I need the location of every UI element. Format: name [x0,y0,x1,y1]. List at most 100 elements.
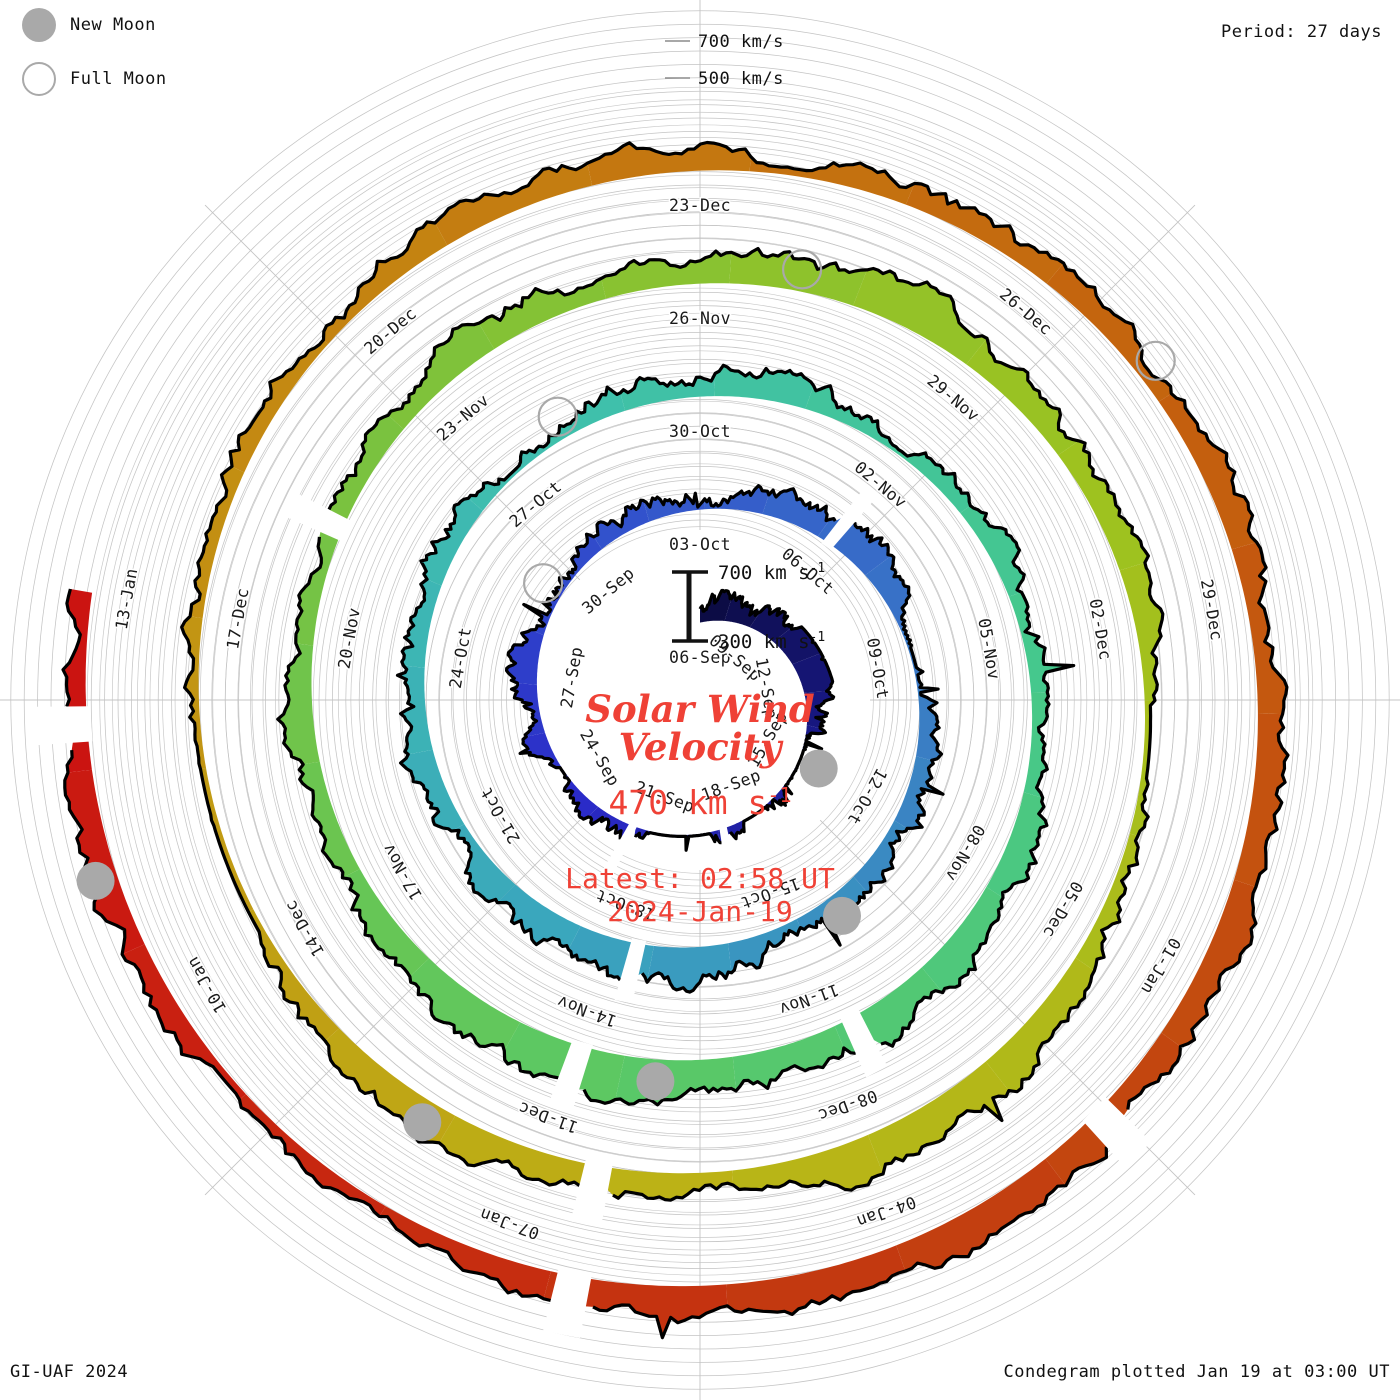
velocity-band-segment [506,629,544,685]
radial-spoke [204,819,581,1196]
velocity-band-segment [420,498,483,586]
velocity-band-segment [1161,879,1256,1047]
velocity-band-segment [1119,562,1163,701]
velocity-band-segment [601,251,732,299]
velocity-band-segment [451,824,516,903]
velocity-band-segment [865,555,910,628]
velocity-band-segment [890,445,971,513]
velocity-band-segment [960,505,1025,597]
velocity-band-segment [400,749,465,831]
velocity-band-segment [732,1134,884,1191]
current-velocity-value: 470 km s-1 [440,783,960,822]
full-moon-marker [1135,340,1176,381]
velocity-band-segment [1075,833,1139,971]
data-gap [821,492,873,550]
velocity-band-segment [1234,713,1288,887]
new-moon-marker [636,1062,675,1101]
velocity-band-segment [64,769,145,955]
velocity-band-segment [1046,263,1172,402]
velocity-band-segment [478,278,606,350]
ring-label-500: 500 km/s [698,69,784,89]
center-annotation: Solar Wind Velocity 470 km s-1 Latest: 0… [440,690,960,928]
new-moon-icon [22,8,56,42]
velocity-band-segment [1058,440,1149,571]
new-moon-marker [403,1103,442,1142]
velocity-band-segment [497,884,581,950]
date-label: 03-Oct [669,535,731,554]
date-label: 24-Oct [446,626,475,690]
new-moon-label: New Moon [70,15,156,35]
date-label: 11-Nov [777,980,842,1019]
ring-label-700: 700 km/s [698,32,784,52]
date-label: 17-Nov [379,840,426,903]
legend-new-moon: New Moon [22,8,156,42]
velocity-band-segment [647,943,732,993]
velocity-band-segment [1009,592,1074,693]
date-label: 14-Dec [281,897,328,960]
velocity-band-segment [543,387,625,451]
velocity-band-segment [966,338,1079,456]
velocity-band-segment [762,488,830,537]
velocity-band-segment [511,683,545,737]
date-label: 23-Dec [669,196,731,215]
velocity-band-segment [181,616,207,770]
velocity-band-segment [921,886,1003,993]
date-label: 01-Jan [1137,934,1184,997]
velocity-band-segment [321,415,404,532]
date-label: 30-Oct [669,422,731,441]
ring-label-layer: 700 km/s 500 km/s [665,32,784,89]
velocity-band-segment [728,919,801,973]
data-gap [570,1159,613,1227]
plotted-timestamp: Condegram plotted Jan 19 at 03:00 UT [1003,1362,1390,1382]
velocity-band-segment [388,323,495,430]
date-label: 06-Sep [669,648,731,667]
velocity-band-segment [342,869,429,977]
data-gap [614,938,647,1004]
velocity-band-segment [588,806,637,840]
latest-date: 2024-Jan-19 [607,894,793,928]
data-band-layer [26,140,1290,1340]
full-moon-marker [522,563,564,604]
moon-marker-layer [76,249,1176,1142]
full-moon-marker [781,249,823,290]
velocity-band-segment [190,466,245,619]
period-label: Period: 27 days [1220,22,1382,42]
date-label: 08-Dec [815,1086,880,1125]
velocity-band-segment [1231,542,1287,715]
velocity-band-segment [559,534,602,589]
velocity-band-segment [615,1055,736,1105]
velocity-band-segment [700,590,732,623]
velocity-band-segment [401,579,442,668]
full-moon-icon [22,62,56,96]
full-moon-label: Full Moon [70,69,167,89]
velocity-band-segment [620,373,716,411]
velocity-band-segment [853,820,908,893]
latest-reading: Latest: 02:58 UT 2024-Jan-19 [440,862,960,928]
new-moon-marker [823,896,861,935]
velocity-band-segment [749,605,793,642]
velocity-band-segment [520,732,567,776]
date-label: 26-Nov [669,309,731,328]
velocity-band-segment [729,248,867,306]
velocity-band-segment [200,768,254,912]
data-gap [543,1268,592,1338]
velocity-band-segment [379,1206,551,1299]
velocity-band-segment [726,1245,906,1315]
data-gap [840,1009,888,1078]
velocity-band-segment [896,1158,1066,1272]
velocity-band-segment [593,500,650,550]
date-label: 26-Dec [996,285,1056,339]
credit-label: GI-UAF 2024 [10,1362,129,1382]
velocity-band-segment [868,1061,1009,1174]
velocity-band-segment [295,522,342,646]
legend-full-moon: Full Moon [22,62,167,96]
data-gap [1082,1097,1152,1168]
data-gap [283,491,351,542]
velocity-band-segment [905,183,1064,284]
data-gap [550,1039,593,1107]
velocity-band-segment [714,365,814,409]
current-velocity-number: 470 km s [608,782,768,822]
velocity-band-segment [435,163,593,246]
